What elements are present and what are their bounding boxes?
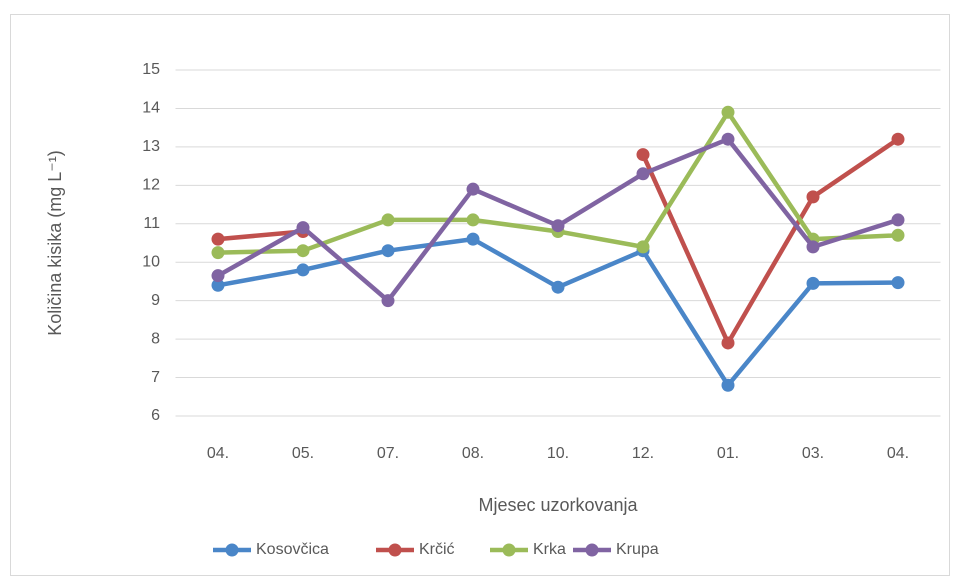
- x-tick-label: 04.: [887, 445, 909, 462]
- y-tick-label: 6: [151, 407, 160, 424]
- y-axis-label: Količina kisika (mg L⁻¹): [45, 150, 65, 336]
- data-point: [806, 276, 820, 290]
- x-axis-label: Mjesec uzorkovanja: [478, 495, 638, 515]
- y-tick-label: 12: [142, 177, 160, 194]
- legend-marker: [585, 543, 599, 557]
- data-point: [466, 232, 480, 246]
- y-tick-label: 7: [151, 369, 160, 386]
- data-point: [381, 213, 395, 227]
- series-line: [215, 136, 901, 346]
- x-tick-label: 01.: [717, 445, 739, 462]
- data-point: [381, 294, 395, 308]
- data-point: [381, 244, 395, 258]
- data-point: [636, 240, 650, 254]
- x-tick-label: 07.: [377, 445, 399, 462]
- x-tick-label: 05.: [292, 445, 314, 462]
- x-tick-label: 12.: [632, 445, 654, 462]
- data-point: [211, 232, 225, 246]
- data-point: [636, 167, 650, 181]
- data-point: [551, 280, 565, 294]
- data-point: [721, 336, 735, 350]
- data-point: [891, 276, 905, 290]
- x-tick-label: 10.: [547, 445, 569, 462]
- y-tick-label: 15: [142, 61, 160, 78]
- data-point: [296, 263, 310, 277]
- legend-label: Krčić: [419, 541, 455, 558]
- data-point: [891, 228, 905, 242]
- data-point: [211, 278, 225, 292]
- data-point: [636, 148, 650, 162]
- data-point: [211, 246, 225, 260]
- data-point: [296, 221, 310, 235]
- data-point: [296, 244, 310, 258]
- x-tick-label: 03.: [802, 445, 824, 462]
- data-point: [551, 219, 565, 233]
- legend-marker: [502, 543, 516, 557]
- data-point: [721, 105, 735, 119]
- y-tick-label: 10: [142, 253, 160, 270]
- data-point: [721, 378, 735, 392]
- y-tick-label: 14: [142, 100, 160, 117]
- legend-label: Kosovčica: [256, 541, 329, 558]
- x-tick-label: 04.: [207, 445, 229, 462]
- data-point: [806, 190, 820, 204]
- data-point: [891, 213, 905, 227]
- y-tick-label: 8: [151, 330, 160, 347]
- x-tick-label: 08.: [462, 445, 484, 462]
- y-tick-label: 13: [142, 138, 160, 155]
- data-point: [466, 213, 480, 227]
- legend-marker: [225, 543, 239, 557]
- legend-marker: [388, 543, 402, 557]
- data-point: [466, 182, 480, 196]
- y-tick-label: 11: [143, 215, 160, 232]
- data-point: [806, 240, 820, 254]
- data-point: [721, 132, 735, 146]
- legend-label: Krupa: [616, 541, 659, 558]
- data-point: [891, 132, 905, 146]
- y-tick-label: 9: [151, 292, 160, 309]
- data-point: [211, 269, 225, 283]
- legend-label: Krka: [533, 541, 566, 558]
